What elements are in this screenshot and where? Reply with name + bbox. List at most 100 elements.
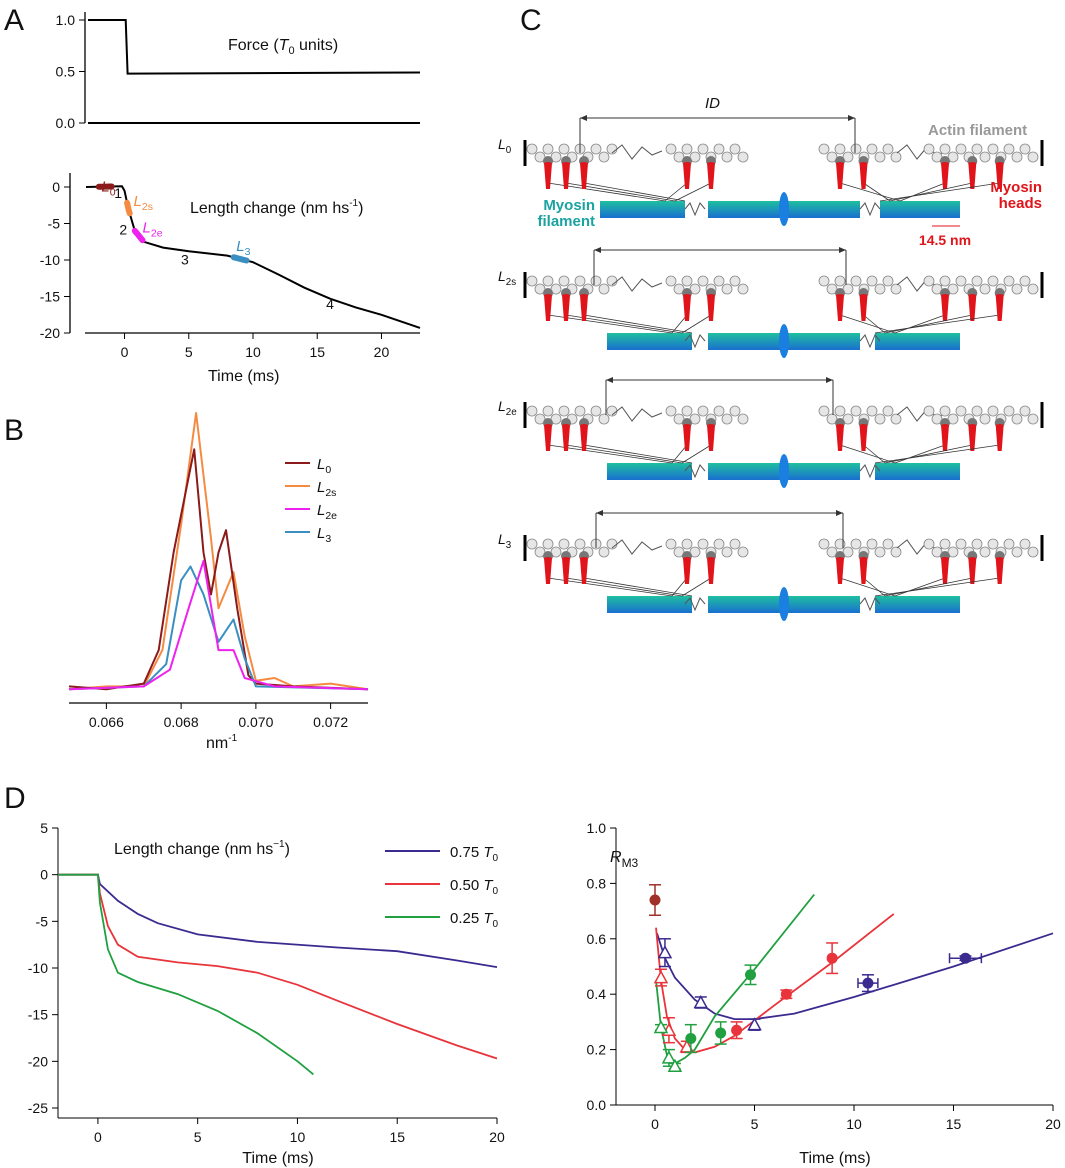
length-label: Length change (nm hs-1) bbox=[190, 198, 363, 217]
marker-label-L3: L3 bbox=[236, 238, 250, 258]
marker-circle bbox=[826, 952, 838, 964]
marker-circle bbox=[685, 1033, 697, 1045]
actin-monomer bbox=[681, 405, 693, 417]
actin-monomer bbox=[729, 405, 741, 417]
id-arrow bbox=[605, 377, 834, 415]
actin-monomer bbox=[713, 538, 725, 550]
actin-monomer bbox=[721, 283, 733, 295]
marker-triangle bbox=[661, 1050, 677, 1064]
actin-monomer bbox=[1027, 413, 1039, 425]
marker-label-L2e: L2e bbox=[143, 219, 163, 239]
row-label-main: L bbox=[498, 268, 506, 284]
actin-monomer bbox=[818, 143, 830, 155]
myosin-head bbox=[707, 424, 715, 451]
actin-filament-label: Actin filament bbox=[928, 122, 1027, 139]
m-line bbox=[779, 324, 789, 358]
highlight-L2s bbox=[124, 199, 133, 217]
marker-label-L2e-sub: 2e bbox=[151, 227, 163, 239]
marker-label-L2e-main: L bbox=[143, 219, 151, 236]
s2-link bbox=[664, 182, 688, 202]
s2-link bbox=[547, 314, 673, 334]
length-trace bbox=[85, 185, 421, 329]
s2-link bbox=[839, 314, 896, 334]
actin-monomer bbox=[923, 405, 935, 417]
d-left-title-sup: −1 bbox=[273, 839, 285, 850]
actin-monomer bbox=[598, 151, 610, 163]
actin-monomer bbox=[1019, 405, 1031, 417]
actin-monomer bbox=[590, 143, 602, 155]
actin-monomer bbox=[923, 538, 935, 550]
y-tick-label: -10 bbox=[28, 960, 48, 976]
myosin-head bbox=[995, 162, 1004, 189]
legend-label-L3: L3 bbox=[317, 525, 331, 545]
myosin-head bbox=[968, 294, 977, 321]
actin-monomer bbox=[737, 283, 749, 295]
myosin-filament bbox=[607, 333, 692, 350]
myosin-head bbox=[968, 557, 977, 584]
x-tick-label: 0.070 bbox=[238, 714, 273, 730]
force-label: Force (T0 units) bbox=[228, 37, 338, 57]
marker-circle bbox=[745, 969, 757, 981]
force-label-t: T bbox=[279, 37, 290, 54]
myosin-head bbox=[968, 162, 977, 189]
actin-monomer bbox=[850, 538, 862, 550]
s2-link bbox=[839, 182, 901, 202]
legend-label-L0: L0 bbox=[317, 456, 331, 476]
actin-monomer bbox=[721, 413, 733, 425]
actin-monomer bbox=[1027, 283, 1039, 295]
marker-circle bbox=[731, 1024, 743, 1036]
actin-monomer bbox=[721, 546, 733, 558]
actin-monomer bbox=[665, 143, 677, 155]
legend-label-L2e: L2e bbox=[317, 502, 337, 522]
legend-label: 0.50 T0 bbox=[450, 877, 499, 897]
x-tick-label: 10 bbox=[245, 344, 261, 360]
actin-monomer bbox=[1027, 151, 1039, 163]
marker-circle bbox=[715, 1027, 727, 1039]
myosin-head bbox=[707, 294, 715, 321]
data-point-blue bbox=[857, 974, 879, 993]
actin-monomer bbox=[955, 143, 967, 155]
actin-monomer bbox=[971, 405, 983, 417]
x-tick-label: 15 bbox=[946, 1116, 962, 1132]
d-left-title-post: ) bbox=[285, 841, 290, 858]
legend-t: T bbox=[483, 844, 494, 861]
y-tick-label: -10 bbox=[40, 252, 60, 268]
marker-triangle bbox=[653, 970, 669, 984]
profile-L2e bbox=[68, 559, 369, 691]
marker-triangle bbox=[693, 994, 709, 1009]
length-label-pre: Length change (nm hs bbox=[190, 200, 349, 217]
actin-monomer bbox=[874, 413, 886, 425]
myosin-head bbox=[941, 424, 949, 451]
sarcomere-row: L3 bbox=[498, 510, 1044, 621]
actin-monomer bbox=[850, 405, 862, 417]
actin-monomer bbox=[874, 546, 886, 558]
s2-link bbox=[583, 182, 686, 202]
id-arrow bbox=[579, 115, 856, 153]
actin-monomer bbox=[818, 405, 830, 417]
row-label: L3 bbox=[498, 531, 512, 551]
marker-circle bbox=[649, 894, 661, 906]
x-tick-label: 10 bbox=[290, 1129, 306, 1145]
s2-link bbox=[863, 444, 886, 464]
rm3-sub: M3 bbox=[622, 856, 639, 870]
x-tick-label: 5 bbox=[194, 1129, 202, 1145]
s2-link bbox=[547, 577, 673, 597]
length-label-sup: -1 bbox=[349, 198, 358, 209]
actin-monomer bbox=[598, 283, 610, 295]
data-point-red bbox=[730, 1021, 743, 1040]
s2-link bbox=[583, 444, 693, 464]
actin-monomer bbox=[713, 275, 725, 287]
myosin-head bbox=[941, 162, 949, 189]
titin bbox=[684, 202, 706, 217]
row-label-sub: 2s bbox=[506, 277, 516, 288]
id-arrow bbox=[593, 247, 847, 285]
m-line bbox=[779, 192, 789, 226]
y-tick-label: 5 bbox=[40, 820, 48, 836]
a-xlabel: Time (ms) bbox=[208, 368, 279, 385]
marker-label-L3-sub: 3 bbox=[245, 246, 251, 258]
myosin-head bbox=[580, 294, 588, 321]
marker-label-L0-sub: 0 bbox=[110, 186, 116, 198]
highlight-L3 bbox=[230, 254, 250, 264]
